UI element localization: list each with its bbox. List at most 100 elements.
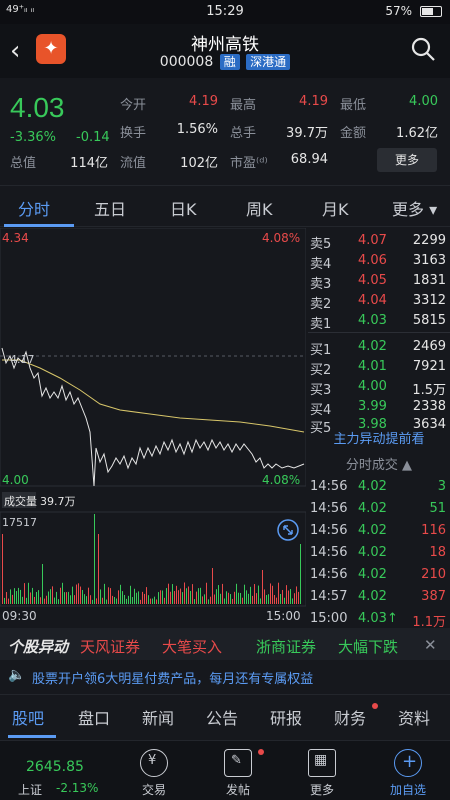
volume-bar bbox=[16, 591, 17, 604]
add-watchlist-label[interactable]: 加自选 bbox=[389, 783, 426, 797]
volume-bar bbox=[284, 597, 285, 604]
trade-label[interactable]: 交易 bbox=[141, 783, 166, 797]
volume-label: 成交量 bbox=[4, 494, 37, 508]
volume-bar bbox=[80, 586, 81, 604]
volume-bar bbox=[224, 598, 225, 604]
alert-item[interactable]: 大幅下跌 bbox=[338, 638, 399, 656]
tab-monthly-k[interactable]: 月K bbox=[322, 200, 349, 219]
tab-news[interactable]: 新闻 bbox=[142, 709, 175, 728]
volume-bar bbox=[98, 534, 99, 604]
volume-bar bbox=[182, 592, 183, 604]
bid-row-2: 买2 4.01 7921 bbox=[310, 359, 446, 378]
back-icon[interactable]: ‹ bbox=[10, 36, 21, 66]
ticks-header[interactable]: 分时成交 ▲ bbox=[345, 458, 413, 473]
volume-bar bbox=[124, 594, 125, 604]
volume-bar bbox=[272, 585, 273, 604]
alert-item[interactable]: 大笔买入 bbox=[162, 638, 223, 656]
volume-bar bbox=[82, 590, 83, 604]
volume-bar bbox=[280, 593, 281, 604]
amount-value: 1.62亿 bbox=[396, 126, 438, 141]
status-bar: 49⁺ᵢₗ ᵢₗ 15:29 57% bbox=[0, 0, 450, 24]
tab-financials[interactable]: 财务 bbox=[334, 709, 367, 728]
trade-icon[interactable]: ¥ bbox=[140, 749, 168, 777]
tab-weekly-k[interactable]: 周K bbox=[246, 200, 273, 219]
promo-notice[interactable]: 🔈 股票开户领6大明星付费产品，每月还有专属权益 bbox=[0, 660, 450, 692]
more-label[interactable]: 更多 bbox=[309, 783, 334, 797]
volume-bar bbox=[92, 599, 93, 604]
active-tab-indicator bbox=[8, 735, 56, 738]
tick-row: 14:56 4.02 116 bbox=[310, 523, 446, 538]
volume-bar bbox=[200, 587, 201, 604]
alert-item[interactable]: 浙商证券 bbox=[256, 638, 317, 656]
volume-bar bbox=[170, 591, 171, 604]
volume-bar bbox=[12, 594, 13, 604]
fullscreen-icon[interactable] bbox=[276, 518, 300, 542]
tab-research[interactable]: 研报 bbox=[270, 709, 303, 728]
volume-bar bbox=[60, 587, 61, 604]
promo-text: 股票开户领6大明星付费产品，每月还有专属权益 bbox=[32, 672, 314, 687]
volume-bar bbox=[260, 598, 261, 604]
volume-bar bbox=[112, 595, 113, 604]
volume-bar bbox=[70, 595, 71, 604]
volume-bar bbox=[100, 589, 101, 604]
volume-bar bbox=[234, 591, 235, 604]
volume-bar bbox=[204, 594, 205, 604]
search-icon[interactable] bbox=[410, 36, 436, 62]
volume-bar bbox=[96, 598, 97, 604]
alert-item[interactable]: 天风证券 bbox=[80, 638, 141, 656]
volume-bar bbox=[282, 589, 283, 604]
volume-bar bbox=[138, 591, 139, 604]
volume-bar bbox=[34, 596, 35, 604]
volume-bar bbox=[86, 596, 87, 604]
stock-alert-ticker[interactable]: 个股异动 天风证券 大笔买入 浙商证券 大幅下跌 ✕ bbox=[0, 628, 450, 660]
volume-bar bbox=[114, 596, 115, 604]
open-label: 今开 bbox=[120, 98, 147, 113]
active-tab-indicator bbox=[4, 224, 74, 227]
volume-bar bbox=[62, 582, 63, 604]
volume-bar bbox=[274, 595, 275, 604]
tab-more[interactable]: 更多 ▾ bbox=[392, 200, 438, 219]
volume-value: 39.7万 bbox=[40, 495, 76, 508]
more-button[interactable]: 更多 bbox=[377, 148, 437, 172]
volume-bar bbox=[290, 589, 291, 604]
volume-bar bbox=[212, 568, 213, 604]
main-force-alert-link[interactable]: 主力异动提前看 bbox=[333, 432, 425, 447]
post-icon[interactable]: ✎ bbox=[224, 749, 252, 777]
volume-bar bbox=[240, 592, 241, 604]
volume-bar bbox=[40, 597, 41, 604]
ask-row-2: 卖2 4.04 3312 bbox=[310, 293, 446, 312]
volume-bar bbox=[106, 599, 107, 604]
tab-order-flow[interactable]: 盘口 bbox=[78, 709, 111, 728]
volume-bar bbox=[178, 590, 179, 604]
tab-forum[interactable]: 股吧 bbox=[12, 709, 45, 728]
volume-bar bbox=[58, 599, 59, 604]
grid-icon[interactable]: ▦ bbox=[308, 749, 336, 777]
tab-intraday[interactable]: 分时 bbox=[18, 200, 51, 219]
change-percent: -3.36% bbox=[10, 130, 56, 145]
intraday-chart[interactable]: 4.34 4.08% 4.17 4.00 4.08% 成交量 39.7万 175… bbox=[0, 227, 307, 628]
turnover-value: 1.56% bbox=[176, 122, 218, 137]
tab-announcements[interactable]: 公告 bbox=[206, 709, 239, 728]
index-value[interactable]: 2645.85 bbox=[26, 759, 84, 775]
volume-bar bbox=[128, 595, 129, 604]
add-watchlist-icon[interactable]: + bbox=[394, 749, 422, 777]
close-icon[interactable]: ✕ bbox=[424, 636, 437, 654]
volume-bar bbox=[156, 599, 157, 604]
volume-bar bbox=[8, 598, 9, 604]
tab-profile[interactable]: 资料 bbox=[398, 709, 431, 728]
order-book: 卖5 4.07 2299 卖4 4.06 3163 卖3 4.05 1831 卖2 4.04 3… bbox=[308, 228, 450, 630]
tab-five-day[interactable]: 五日 bbox=[94, 200, 127, 219]
volume-bar bbox=[210, 596, 211, 604]
turnover-label: 换手 bbox=[120, 126, 147, 141]
volume-bar bbox=[144, 593, 145, 604]
tab-daily-k[interactable]: 日K bbox=[170, 200, 197, 219]
post-label[interactable]: 发帖 bbox=[225, 783, 250, 797]
volume-bar bbox=[18, 587, 19, 604]
volume-bar bbox=[196, 591, 197, 604]
bid-row-5: 买5 3.98 3634 bbox=[310, 417, 446, 436]
y-axis-bottom-pct: 4.08% bbox=[262, 473, 300, 487]
volume-bar bbox=[38, 590, 39, 604]
ask-row-4: 卖4 4.06 3163 bbox=[310, 253, 446, 272]
volume-bar bbox=[266, 595, 267, 604]
volume-bar bbox=[152, 598, 153, 604]
